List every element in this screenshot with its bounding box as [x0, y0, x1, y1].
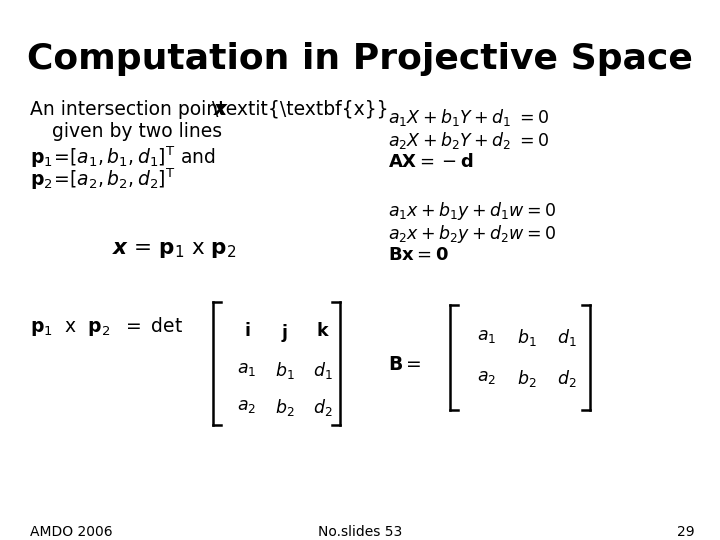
Text: $\mathbf{AX}=-\mathbf{d}$: $\mathbf{AX}=-\mathbf{d}$: [388, 153, 473, 171]
Text: $\mathbf{Bx}=\mathbf{0}$: $\mathbf{Bx}=\mathbf{0}$: [388, 246, 449, 264]
Text: No.slides 53: No.slides 53: [318, 525, 402, 539]
Text: $d_2$: $d_2$: [557, 368, 577, 389]
Text: $\mathbf{i}$: $\mathbf{i}$: [244, 322, 251, 340]
Text: $b_1$: $b_1$: [275, 360, 294, 381]
Text: $\boldsymbol{x}$ = $\mathbf{p}_1$ x $\mathbf{p}_2$: $\boldsymbol{x}$ = $\mathbf{p}_1$ x $\ma…: [112, 240, 236, 260]
Text: $\mathbf{j}$: $\mathbf{j}$: [282, 322, 289, 344]
Text: AMDO 2006: AMDO 2006: [30, 525, 112, 539]
Text: An intersection point: An intersection point: [30, 100, 232, 119]
Text: $\mathbf{p}_1\!=\![a_1,b_1,d_1]^\mathrm{T}$ and: $\mathbf{p}_1\!=\![a_1,b_1,d_1]^\mathrm{…: [30, 144, 215, 170]
Text: $a_1 X + b_1 Y + d_1\ =0$: $a_1 X + b_1 Y + d_1\ =0$: [388, 107, 549, 128]
Text: $\mathbf{B} =$: $\mathbf{B} =$: [388, 355, 422, 374]
Text: $a_2$: $a_2$: [477, 368, 497, 386]
Text: $b_2$: $b_2$: [275, 397, 294, 418]
Text: $a_2 x + b_2 y + d_2 w = 0$: $a_2 x + b_2 y + d_2 w = 0$: [388, 223, 556, 245]
Text: $\mathbf{p}_1$  x  $\mathbf{p}_2$  $=$ det: $\mathbf{p}_1$ x $\mathbf{p}_2$ $=$ det: [30, 315, 183, 338]
Text: \textit{\textbf{x}}: \textit{\textbf{x}}: [212, 100, 389, 119]
Text: $d_1$: $d_1$: [313, 360, 333, 381]
Text: $\mathbf{p}_2\!=\![a_2,b_2,d_2]^\mathrm{T}$: $\mathbf{p}_2\!=\![a_2,b_2,d_2]^\mathrm{…: [30, 166, 176, 192]
Text: 29: 29: [678, 525, 695, 539]
Text: $b_2$: $b_2$: [517, 368, 537, 389]
Text: $a_1 x + b_1 y + d_1 w = 0$: $a_1 x + b_1 y + d_1 w = 0$: [388, 200, 556, 222]
Text: $\boldsymbol{x}$: $\boldsymbol{x}$: [213, 100, 230, 119]
Text: $\mathbf{k}$: $\mathbf{k}$: [316, 322, 330, 340]
Text: given by two lines: given by two lines: [52, 122, 222, 141]
Text: $b_1$: $b_1$: [517, 327, 537, 348]
Text: $a_2$: $a_2$: [238, 397, 256, 415]
Text: $a_1$: $a_1$: [477, 327, 497, 345]
Text: $a_2 X + b_2 Y + d_2\ =0$: $a_2 X + b_2 Y + d_2\ =0$: [388, 130, 549, 151]
Text: $d_2$: $d_2$: [313, 397, 333, 418]
Text: $a_1$: $a_1$: [238, 360, 256, 378]
Text: Computation in Projective Space: Computation in Projective Space: [27, 42, 693, 76]
Text: $d_1$: $d_1$: [557, 327, 577, 348]
